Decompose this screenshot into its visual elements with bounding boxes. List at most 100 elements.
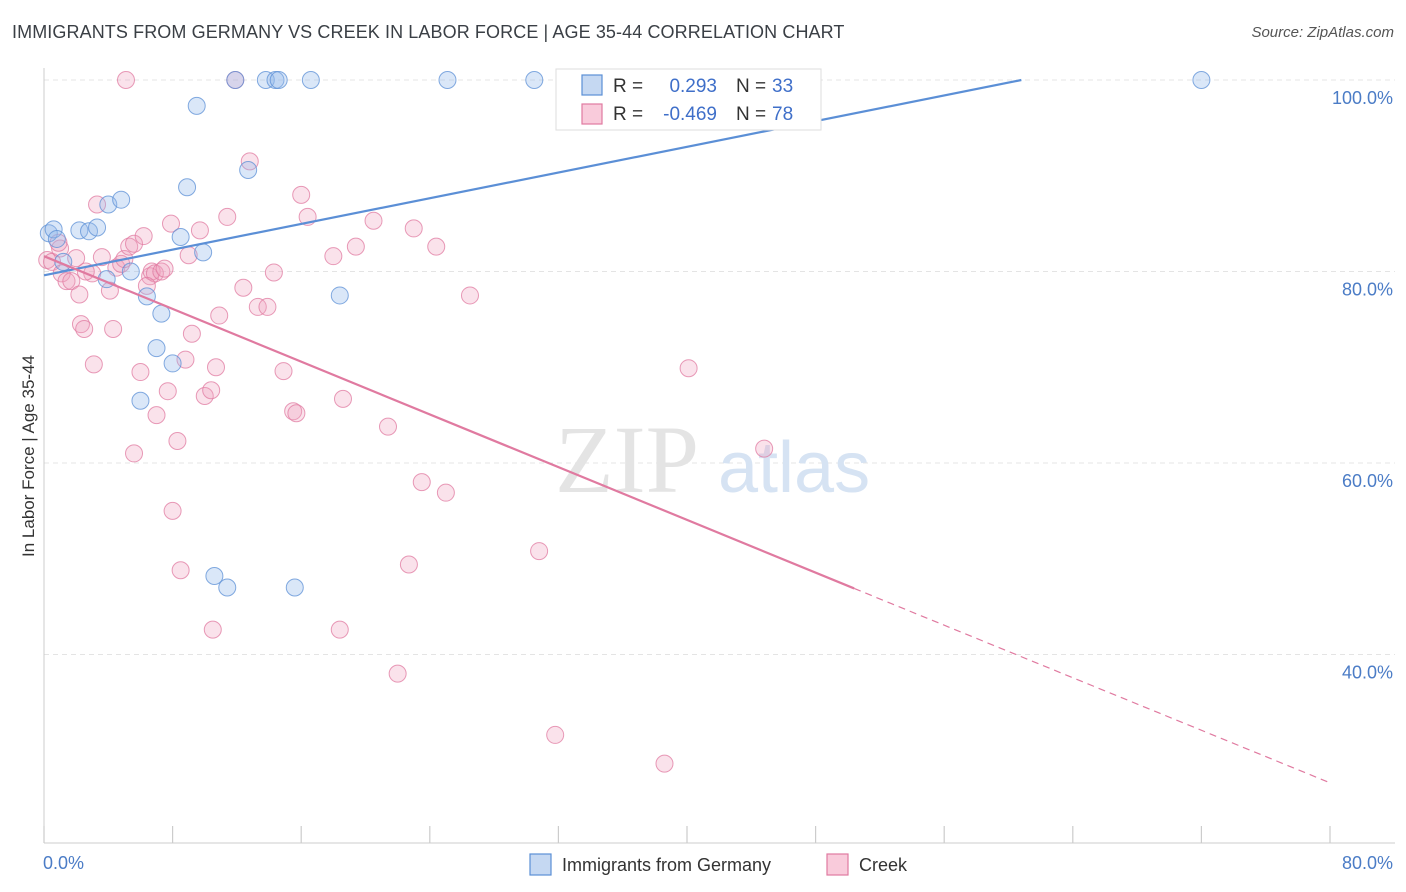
creek-point <box>202 381 221 400</box>
creek-point <box>84 355 103 374</box>
legend: Immigrants from Germany Creek <box>529 853 908 876</box>
y-tick-labels: 40.0% 60.0% 80.0% 100.0% <box>1332 88 1393 683</box>
germany-point <box>178 178 197 197</box>
creek-point <box>116 71 135 89</box>
creek-point <box>152 262 171 281</box>
creek-point <box>404 219 423 238</box>
germany-trend-line <box>43 78 1022 277</box>
x-tick-labels: 0.0% 80.0% <box>43 853 1393 873</box>
creek-trend-extension <box>853 587 1331 784</box>
y-tick-label: 100.0% <box>1332 88 1393 108</box>
creek-point <box>679 359 698 378</box>
creek-point <box>264 263 283 282</box>
x-tick-label: 0.0% <box>43 853 84 873</box>
creek-point <box>330 620 349 639</box>
watermark-zip: ZIP <box>555 406 699 513</box>
stats-swatch-creek <box>581 103 603 125</box>
creek-point <box>203 620 222 639</box>
creek-point <box>530 542 549 561</box>
creek-point <box>155 259 174 278</box>
stats-r-label-germany: R = <box>613 76 643 97</box>
creek-point <box>137 276 156 295</box>
creek-point <box>399 555 418 574</box>
creek-point <box>207 358 226 377</box>
creek-point <box>71 315 90 334</box>
creek-point <box>182 324 201 343</box>
legend-label-creek: Creek <box>859 855 908 875</box>
creek-point <box>427 237 446 256</box>
germany-point <box>194 243 213 262</box>
creek-point <box>248 297 267 316</box>
stats-n-label-creek: N = <box>736 104 766 125</box>
germany-point <box>121 262 140 281</box>
stats-r-value-creek: -0.469 <box>663 104 717 125</box>
x-tick-label: 80.0% <box>1342 853 1393 873</box>
creek-point <box>258 297 277 316</box>
chart-title: IMMIGRANTS FROM GERMANY VS CREEK IN LABO… <box>12 22 845 42</box>
creek-point <box>134 227 153 246</box>
germany-point <box>218 578 237 597</box>
legend-swatch-creek <box>826 853 849 876</box>
creek-point <box>292 185 311 204</box>
creek-point <box>125 234 144 253</box>
stats-n-label-germany: N = <box>736 76 766 97</box>
germany-point <box>205 566 224 585</box>
creek-point <box>131 363 150 382</box>
creek-point <box>158 382 177 401</box>
y-tick-label: 80.0% <box>1342 280 1393 300</box>
axes <box>43 68 1395 844</box>
creek-point <box>218 207 237 226</box>
creek-point <box>168 431 187 450</box>
creek-point <box>333 389 352 408</box>
creek-point <box>324 247 343 266</box>
creek-point <box>388 664 407 683</box>
germany-point <box>525 71 544 89</box>
germany-point <box>131 391 150 410</box>
germany-point <box>301 71 320 89</box>
germany-point <box>226 71 245 89</box>
stats-r-label-creek: R = <box>613 104 643 125</box>
legend-label-germany: Immigrants from Germany <box>562 855 771 875</box>
creek-point <box>62 272 81 291</box>
stats-n-value-germany: 33 <box>772 76 793 97</box>
stats-n-value-creek: 78 <box>772 104 793 125</box>
creek-point <box>104 319 123 338</box>
creek-point <box>436 483 455 502</box>
creek-point <box>190 221 209 240</box>
creek-point <box>147 406 166 425</box>
creek-point <box>284 402 303 421</box>
germany-point <box>1192 71 1211 89</box>
germany-point <box>330 286 349 305</box>
creek-point <box>57 272 76 291</box>
y-tick-label: 60.0% <box>1342 471 1393 491</box>
creek-point <box>755 439 774 458</box>
chart-source: Source: ZipAtlas.com <box>1251 24 1394 41</box>
creek-point <box>125 444 144 463</box>
creek-point <box>120 237 139 256</box>
creek-point <box>460 286 479 305</box>
creek-point <box>546 725 565 744</box>
legend-swatch-germany <box>529 853 552 876</box>
germany-point <box>47 229 66 248</box>
creek-point <box>346 237 365 256</box>
creek-point <box>655 754 674 773</box>
germany-point <box>88 218 107 237</box>
creek-point <box>171 561 190 580</box>
creek-point <box>379 417 398 436</box>
germany-point <box>147 339 166 358</box>
trend-lines <box>43 78 1331 784</box>
germany-point <box>44 220 63 239</box>
stats-r-value-germany: 0.293 <box>669 76 717 97</box>
creek-point <box>210 306 229 325</box>
creek-point <box>287 404 306 423</box>
creek-point <box>92 248 111 267</box>
germany-point <box>163 354 182 373</box>
germany-point <box>269 71 288 89</box>
germany-point <box>285 578 304 597</box>
creek-point <box>412 473 431 492</box>
stats-box: R = 0.293 N = 33 R = -0.469 N = 78 <box>555 68 822 131</box>
watermark: ZIP atlas <box>555 406 870 513</box>
creek-point <box>364 211 383 230</box>
creek-point <box>70 285 89 304</box>
